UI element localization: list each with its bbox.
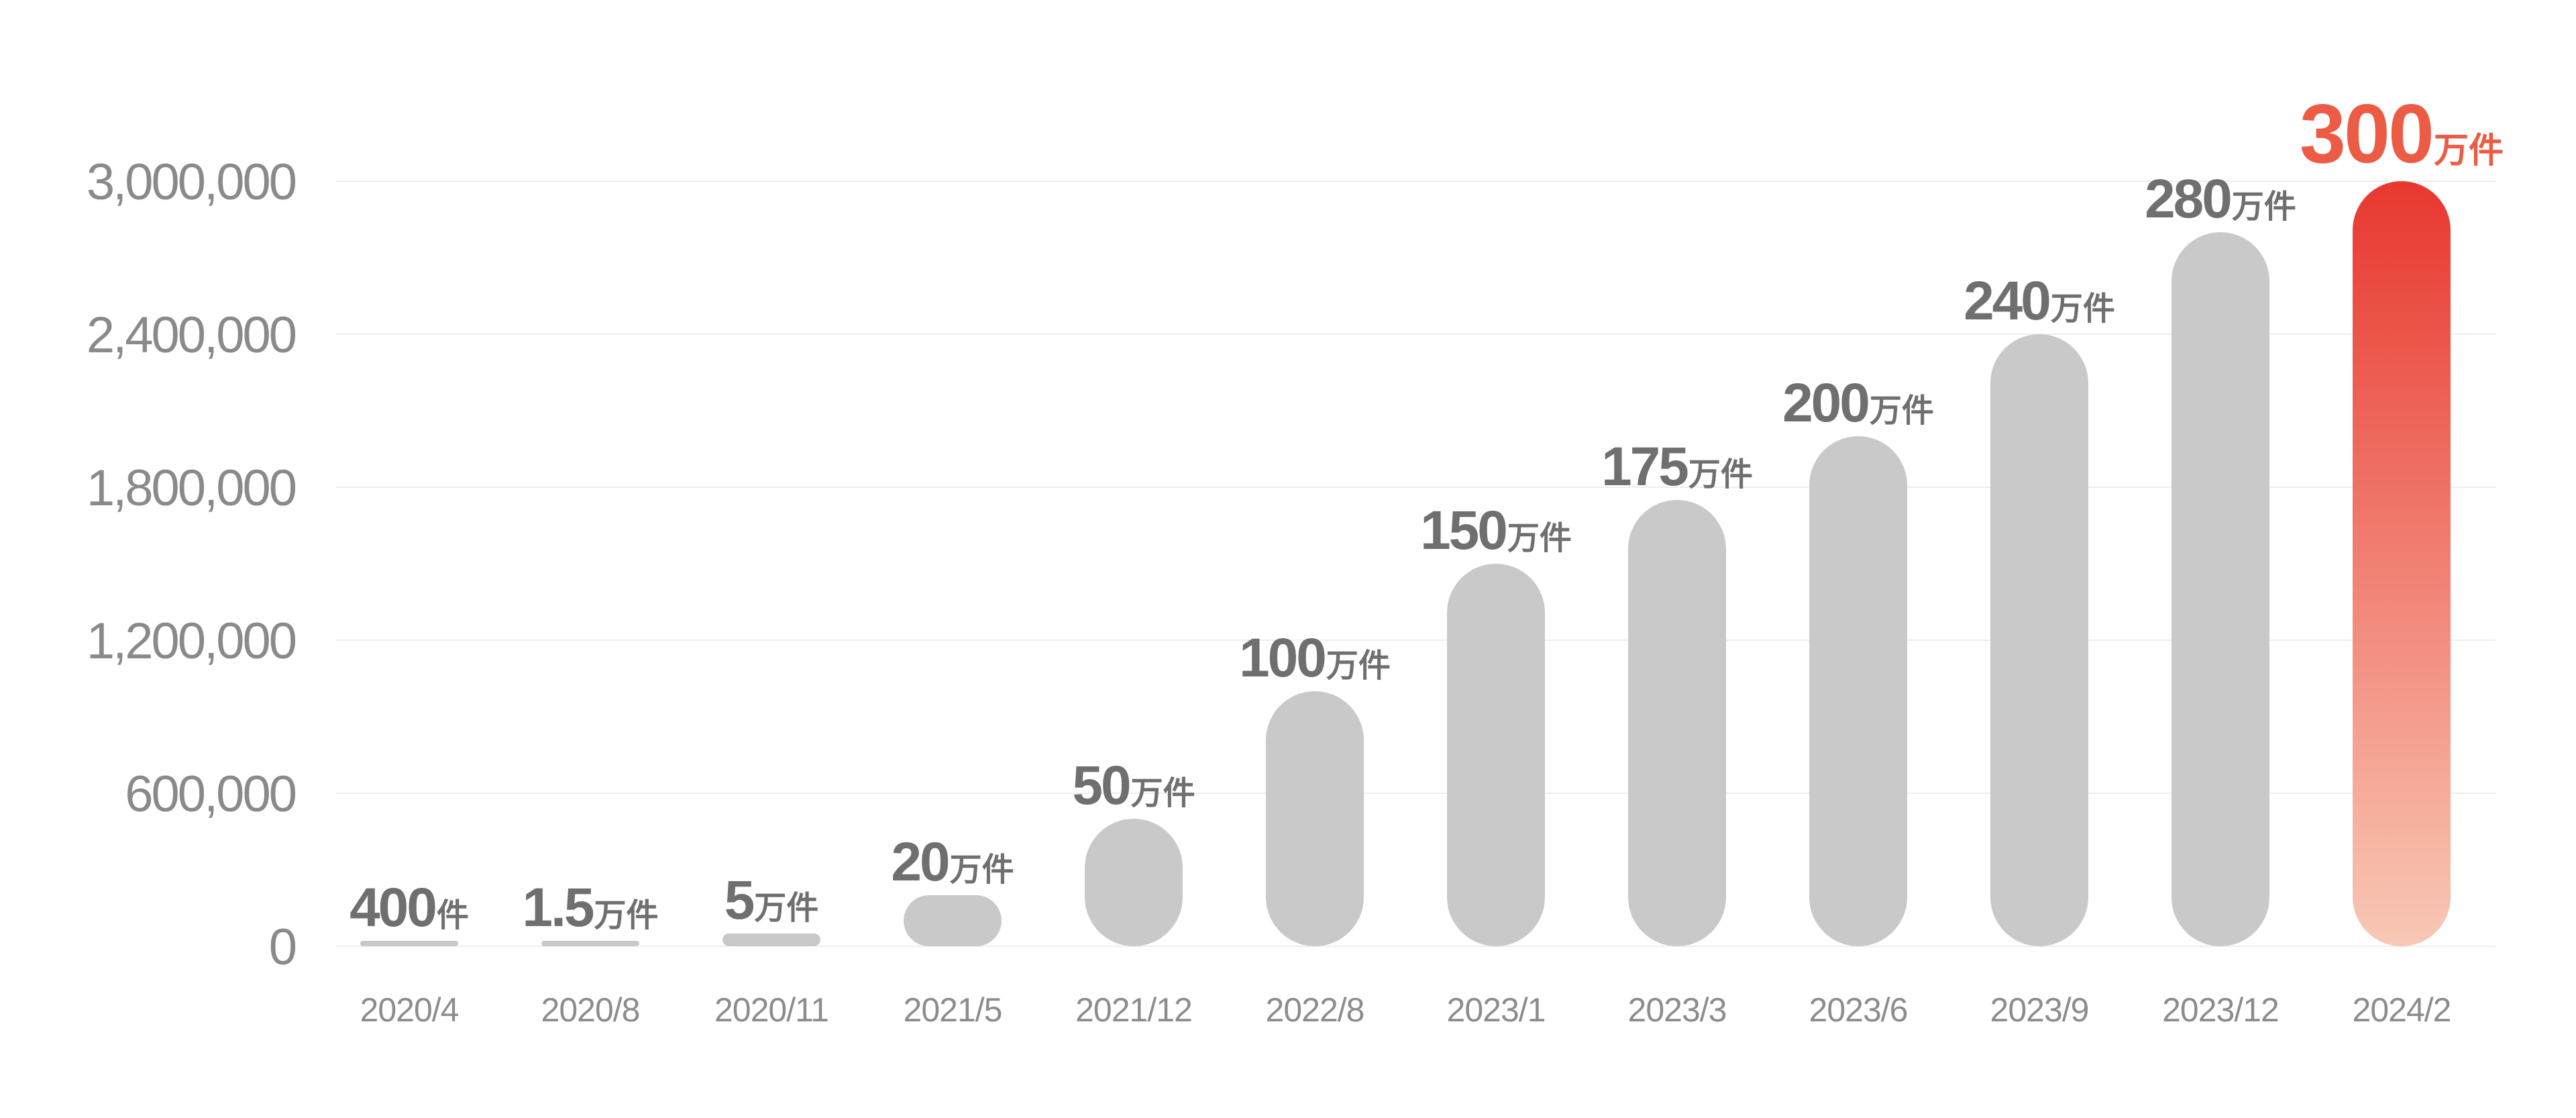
data-label-unit: 万件: [1326, 648, 1391, 684]
bar: [541, 941, 639, 946]
data-label-number: 175: [1601, 436, 1688, 497]
data-label-unit: 万件: [1131, 776, 1195, 811]
data-label-number: 150: [1420, 500, 1506, 561]
data-label: 20万件: [891, 831, 1014, 893]
data-label-number: 300: [2300, 88, 2432, 181]
bar: [1809, 436, 1907, 946]
gridlines: [335, 181, 2496, 947]
x-tick-label: 2020/11: [714, 991, 828, 1029]
y-tick-label: 1,200,000: [87, 613, 296, 670]
bar: [722, 933, 820, 946]
bar: [1447, 564, 1545, 946]
data-label: 5万件: [724, 870, 819, 931]
y-tick-label: 600,000: [125, 766, 295, 823]
y-tick-label: 1,800,000: [87, 460, 296, 517]
data-label-number: 50: [1072, 755, 1130, 816]
x-tick-label: 2023/3: [1628, 991, 1727, 1029]
data-label-number: 20: [891, 831, 949, 893]
bar: [360, 941, 458, 946]
data-label: 50万件: [1072, 755, 1195, 816]
bar-highlight: [2353, 181, 2451, 946]
data-label-unit: 万件: [1507, 521, 1572, 556]
x-tick-label: 2022/8: [1266, 991, 1364, 1029]
data-label-unit: 万件: [2051, 291, 2115, 327]
bars: [360, 181, 2451, 946]
data-label-unit: 万件: [1870, 393, 1934, 429]
data-label-unit: 万件: [754, 891, 818, 926]
data-label-number: 5: [724, 870, 754, 931]
data-label-number: 240: [1964, 270, 2049, 332]
x-tick-label: 2023/9: [1990, 991, 2089, 1029]
data-label: 240万件: [1964, 270, 2115, 332]
data-label: 150万件: [1420, 500, 1572, 561]
data-label-unit: 万件: [2434, 132, 2504, 170]
data-label-unit: 件: [437, 898, 469, 933]
bar: [1266, 691, 1364, 946]
x-tick-label: 2023/6: [1809, 991, 1908, 1029]
data-label-unit: 万件: [950, 852, 1014, 888]
x-axis-tick-labels: 2020/4 2020/8 2020/11 2021/5 2021/12 2022/8 20…: [360, 991, 2452, 1029]
bar: [904, 895, 1002, 946]
x-tick-label: 2021/5: [904, 991, 1002, 1029]
bar: [2171, 232, 2269, 946]
data-label: 280万件: [2145, 168, 2296, 230]
data-label: 175万件: [1601, 436, 1753, 497]
y-tick-label: 2,400,000: [87, 307, 296, 364]
data-label-unit: 万件: [1688, 457, 1753, 493]
x-tick-label: 2020/4: [360, 991, 459, 1029]
x-tick-label: 2020/8: [541, 991, 640, 1029]
data-labels: 400件 1.5万件 5万件20万件50万件100万件150万件175万件200万件…: [350, 88, 2504, 938]
data-label-unit: 万件: [2232, 189, 2296, 225]
data-label-number: 400: [350, 877, 435, 938]
x-tick-label: 2023/1: [1447, 991, 1546, 1029]
data-label: 300万件: [2300, 88, 2504, 181]
y-tick-label: 0: [269, 919, 296, 976]
bar: [1990, 334, 2088, 946]
x-tick-label: 2023/12: [2162, 991, 2279, 1029]
data-label-number: 100: [1239, 627, 1325, 689]
x-tick-label: 2021/12: [1075, 991, 1192, 1029]
data-label: 200万件: [1782, 372, 1934, 434]
data-label: 1.5万件: [522, 877, 658, 938]
bar: [1085, 819, 1183, 946]
data-label-unit: 万件: [594, 898, 658, 933]
data-label: 400件: [350, 877, 469, 938]
x-tick-label: 2024/2: [2353, 991, 2451, 1029]
data-label-number: 1.5: [522, 877, 593, 938]
y-axis-tick-labels: 0 600,000 1,200,000 1,800,000 2,400,000 3,000…: [87, 154, 298, 976]
y-tick-label: 3,000,000: [87, 154, 296, 211]
data-label: 100万件: [1239, 627, 1391, 689]
bar: [1628, 500, 1726, 946]
data-label-number: 280: [2145, 168, 2231, 230]
data-label-number: 200: [1782, 372, 1868, 434]
